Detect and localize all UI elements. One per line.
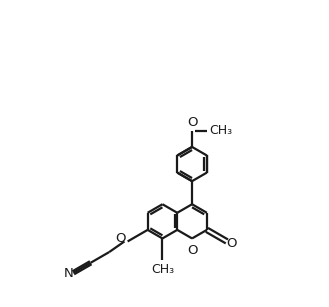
Text: CH₃: CH₃ — [151, 262, 174, 276]
Text: CH₃: CH₃ — [209, 124, 232, 137]
Text: O: O — [187, 116, 197, 129]
Text: N: N — [64, 267, 74, 280]
Text: O: O — [115, 232, 126, 246]
Text: O: O — [187, 244, 197, 257]
Text: O: O — [226, 237, 237, 250]
